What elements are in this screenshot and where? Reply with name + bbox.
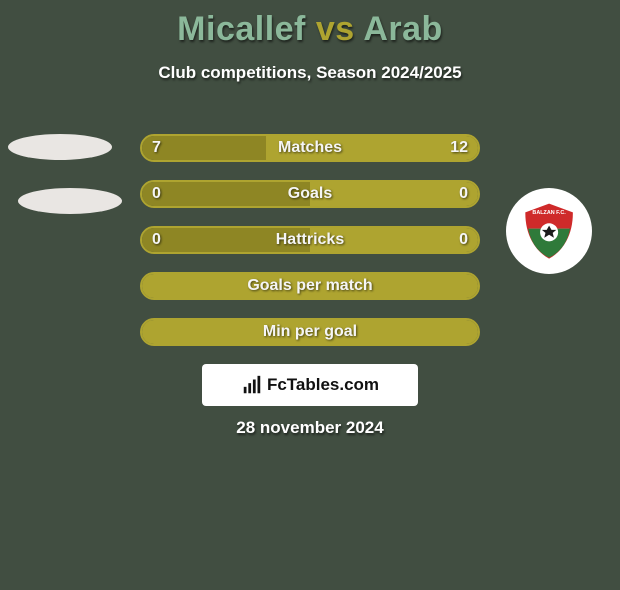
stat-value-left xyxy=(142,274,162,298)
fctables-badge[interactable]: FcTables.com xyxy=(202,364,418,406)
subtitle: Club competitions, Season 2024/2025 xyxy=(0,63,620,83)
stat-row: Goals per match xyxy=(140,272,480,300)
title-vs: vs xyxy=(316,10,355,48)
stat-value-left: 0 xyxy=(142,182,171,206)
page-title: Micallef vs Arab xyxy=(0,10,620,49)
stats-table: 712Matches00Goals00HattricksGoals per ma… xyxy=(140,134,480,364)
svg-text:BALZAN F.C.: BALZAN F.C. xyxy=(532,210,566,216)
stat-value-left xyxy=(142,320,162,344)
stat-row: 00Goals xyxy=(140,180,480,208)
player1-silhouette-bottom xyxy=(18,188,122,214)
shield-icon: BALZAN F.C. xyxy=(519,201,579,261)
stat-value-left: 7 xyxy=(142,136,171,160)
stat-bar-right xyxy=(142,320,478,344)
stat-value-left: 0 xyxy=(142,228,171,252)
bar-chart-icon xyxy=(241,374,263,396)
club-crest: BALZAN F.C. xyxy=(506,188,592,274)
stat-value-right: 0 xyxy=(449,182,478,206)
date-label: 28 november 2024 xyxy=(0,418,620,438)
stat-value-right xyxy=(458,274,478,298)
stat-value-right: 0 xyxy=(449,228,478,252)
stat-row: 712Matches xyxy=(140,134,480,162)
stat-bar-right xyxy=(142,274,478,298)
stat-value-right xyxy=(458,320,478,344)
stat-row: 00Hattricks xyxy=(140,226,480,254)
stat-value-right: 12 xyxy=(440,136,478,160)
title-player2: Arab xyxy=(363,10,442,48)
player1-silhouette-top xyxy=(8,134,112,160)
title-player1: Micallef xyxy=(177,10,306,48)
stat-row: Min per goal xyxy=(140,318,480,346)
badge-text: FcTables.com xyxy=(267,375,379,395)
